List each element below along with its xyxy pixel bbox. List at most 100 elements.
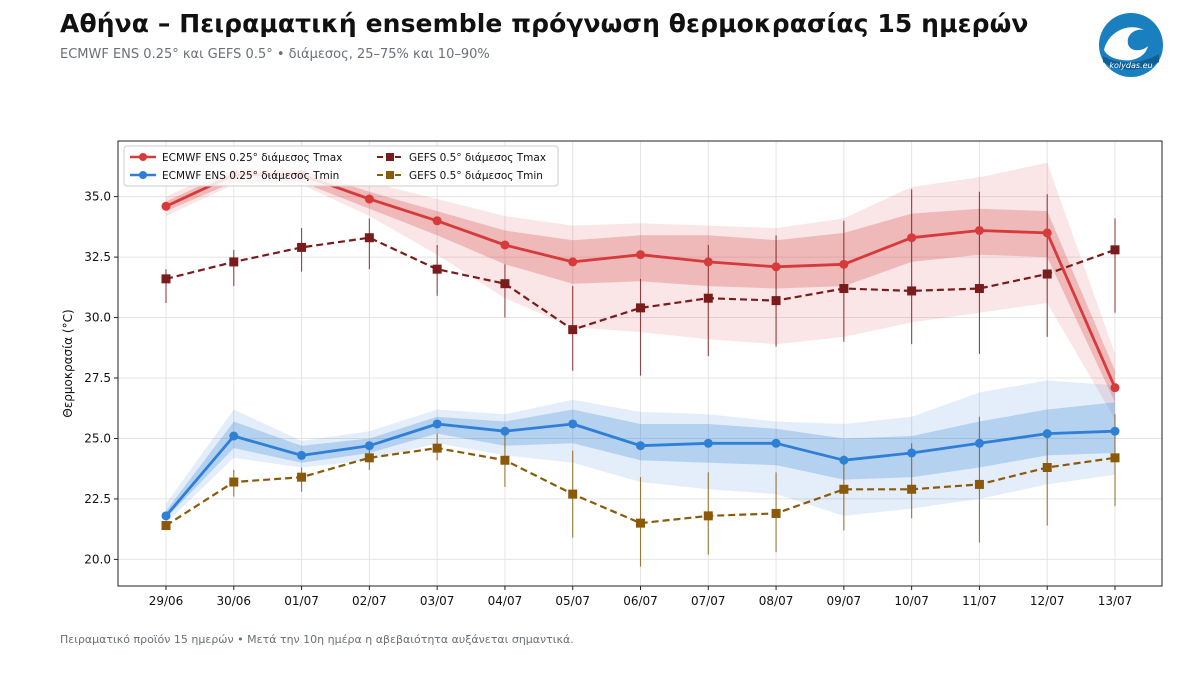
legend-marker [139,171,147,179]
data-point [568,257,578,267]
series-line [165,447,1116,527]
data-point [161,521,171,531]
band-25-75 [166,170,1115,403]
data-point [432,443,442,453]
legend-marker [139,153,147,161]
x-tick-label: 29/06 [149,594,184,608]
data-point [636,303,645,313]
data-point [974,479,984,489]
data-point [907,233,917,243]
data-point [1110,453,1120,463]
y-tick-label: 35.0 [84,190,111,204]
data-point [568,325,578,335]
data-point [703,511,713,521]
data-point [771,262,781,272]
x-tick-label: 10/07 [894,594,929,608]
x-tick-label: 09/07 [827,594,862,608]
data-point [161,274,171,284]
x-tick-label: 02/07 [352,594,387,608]
x-tick-label: 13/07 [1098,594,1133,608]
data-point [636,441,645,451]
data-point [297,472,307,482]
x-tick-label: 01/07 [284,594,319,608]
data-point [771,296,781,306]
data-point [1110,426,1120,436]
data-point [771,438,781,448]
data-point [1042,269,1052,279]
data-point [500,426,510,436]
x-tick-label: 05/07 [555,594,590,608]
x-tick-label: 12/07 [1030,594,1065,608]
y-tick-label: 20.0 [84,552,111,566]
data-point [364,441,374,451]
legend-label: GEFS 0.5° διάμεσος Tmin [409,170,543,182]
logo-text: kolydas.eu [1109,61,1152,70]
wave-logo-icon [1104,27,1148,61]
data-point [839,284,849,294]
data-point [907,484,917,494]
data-point [1110,245,1120,255]
footnote: Πειραματικό προϊόν 15 ημερών • Μετά την … [60,633,574,646]
data-point [500,240,510,250]
y-axis-label: Θερμοκρασία (°C) [61,309,75,417]
legend-marker [386,171,394,179]
x-tick-label: 11/07 [962,594,997,608]
data-point [161,201,171,211]
data-point [1110,383,1120,393]
data-point [364,233,374,243]
legend-box [123,145,559,187]
data-point [432,419,442,429]
data-point [500,455,510,465]
band-10-90 [166,380,1115,524]
data-point [1042,462,1052,472]
y-tick-label: 30.0 [84,311,111,325]
y-tick-label: 25.0 [84,431,111,445]
data-point [703,293,713,303]
data-point [297,450,307,460]
x-tick-label: 04/07 [488,594,523,608]
data-point [907,448,917,458]
data-point [839,259,849,269]
page-subtitle: ECMWF ENS 0.25° και GEFS 0.5° • διάμεσος… [60,47,490,62]
data-point [297,242,307,252]
data-point [229,431,239,441]
band-25-75 [166,402,1115,519]
page-title: Αθήνα – Πειραματική ensemble πρόγνωση θε… [60,9,1029,38]
data-point [974,284,984,294]
data-point [229,477,239,487]
y-tick-label: 22.5 [84,492,111,506]
x-tick-label: 06/07 [623,594,658,608]
data-point [703,438,713,448]
kolydas-logo[interactable]: kolydas.eu [1098,12,1164,78]
data-point [500,279,510,289]
data-point [839,455,849,465]
data-point [839,484,849,494]
data-point [432,264,442,274]
legend-marker [386,153,394,161]
data-point [636,250,645,260]
data-point [432,216,442,226]
x-tick-label: 08/07 [759,594,794,608]
data-point [161,511,171,521]
data-point [568,419,578,429]
data-point [974,225,984,235]
data-point [364,453,374,463]
x-tick-label: 03/07 [420,594,455,608]
data-point [1042,429,1052,439]
y-tick-label: 32.5 [84,250,111,264]
wave-base-icon [1103,54,1159,70]
legend-label: GEFS 0.5° διάμεσος Tmax [409,152,546,164]
x-tick-label: 30/06 [216,594,251,608]
data-point [229,257,239,267]
data-point [703,257,713,267]
data-point [636,518,645,528]
x-tick-label: 07/07 [691,594,726,608]
y-tick-label: 27.5 [84,371,111,385]
data-point [907,286,917,296]
data-point [364,194,374,204]
data-point [771,508,781,518]
data-point [974,438,984,448]
data-point [568,489,578,499]
legend-label: ECMWF ENS 0.25° διάμεσος Tmin [162,170,339,182]
